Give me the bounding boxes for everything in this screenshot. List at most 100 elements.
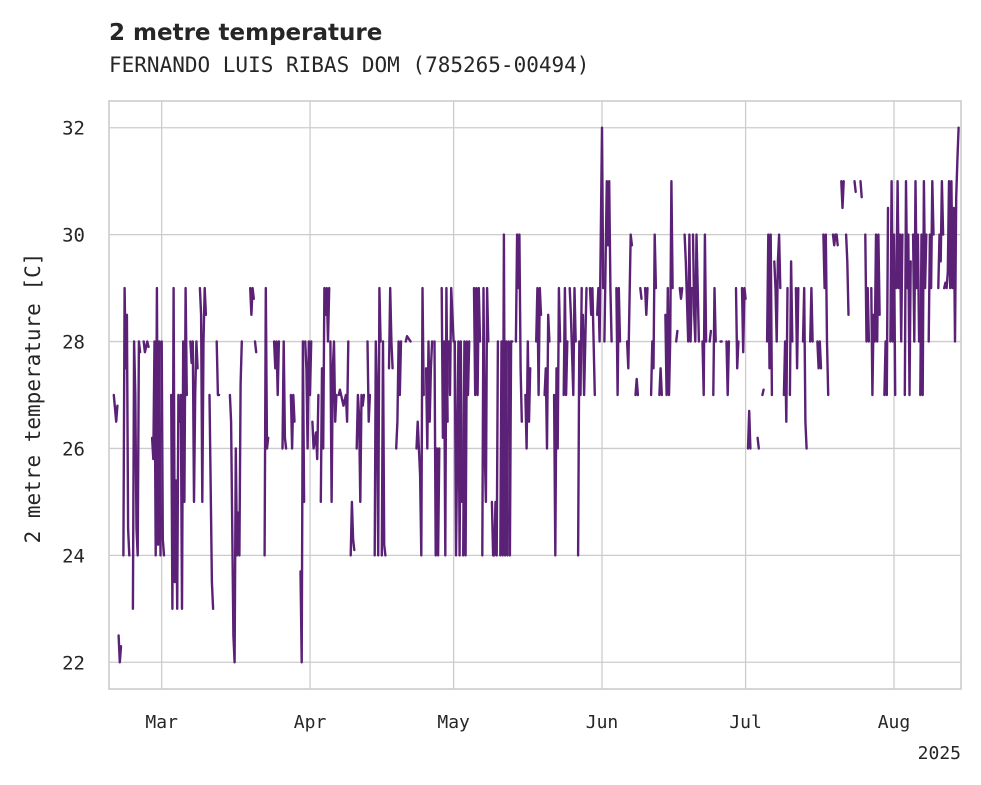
x-tick-jul: Jul (729, 712, 762, 733)
temperature-line-segment-6 (160, 340, 166, 557)
temperature-line-segment-79 (761, 388, 765, 397)
temperature-line-segment-40 (462, 340, 471, 557)
temperature-line-segment-1 (117, 634, 123, 664)
temperature-line-segment-44 (499, 233, 509, 557)
temperature-line-segment-63 (649, 233, 658, 397)
temperature-line-segment-60 (634, 377, 640, 397)
temperature-line-segment-9 (189, 340, 199, 504)
temperature-line-segment-31 (387, 286, 394, 370)
y-axis-label: 2 metre temperature [C] (21, 253, 45, 544)
temperature-line-segment-100 (903, 179, 912, 397)
temperature-line-segment-59 (625, 233, 634, 370)
temperature-line-segment-84 (794, 286, 800, 370)
temperature-line-segment-14 (248, 286, 256, 316)
temperature-line-segment-46 (514, 233, 523, 423)
temperature-line-segment-96 (873, 233, 881, 343)
temperature-line-segment-29 (373, 286, 382, 557)
temperature-line-segment-51 (562, 286, 569, 397)
temperature-line-segment-33 (404, 335, 412, 343)
temperature-line-segment-0 (112, 393, 119, 423)
temperature-line-segment-48 (535, 286, 543, 397)
y-tick-24: 24 (62, 545, 85, 567)
temperature-line-segment-78 (756, 436, 760, 450)
temperature-line-segment-85 (801, 286, 808, 450)
temperature-line-segment-103 (927, 179, 935, 343)
grid-layer (109, 101, 961, 689)
temperature-line-segment-53 (576, 286, 583, 557)
temperature-line-segment-80 (765, 233, 774, 397)
temperature-line-segment-70 (701, 233, 708, 397)
temperature-line-segment-3 (131, 340, 142, 610)
temperature-line-segment-77 (746, 409, 752, 450)
temperature-line-segment-91 (844, 233, 850, 316)
temperature-line-segment-87 (816, 340, 823, 370)
temperature-line-segment-56 (596, 126, 605, 343)
temperature-line-segment-55 (588, 286, 596, 397)
temperature-line-segment-93 (859, 179, 863, 199)
temperature-line-segment-72 (712, 286, 717, 397)
plot-frame (108, 100, 962, 690)
y-tick-22: 22 (62, 652, 85, 674)
temperature-line-segment-101 (911, 179, 921, 343)
temperature-line-segment-58 (615, 286, 622, 397)
temperature-line-segment-49 (543, 313, 551, 450)
temperature-line-segment-62 (643, 286, 649, 316)
temperature-line-segment-35 (424, 340, 434, 450)
x-offset-label: 2025 (918, 743, 961, 764)
temperature-line-segment-82 (782, 286, 789, 423)
chart-subtitle: FERNANDO LUIS RIBAS DOM (785265-00494) (109, 53, 589, 77)
temperature-line-segment-19 (289, 393, 296, 450)
x-tick-mar: Mar (145, 712, 178, 733)
temperature-line-segment-64 (658, 367, 663, 397)
temperature-line-segment-104 (937, 179, 945, 290)
temperature-line-segment-39 (453, 340, 464, 557)
temperature-line-segment-18 (281, 340, 288, 450)
temperature-line-segment-43 (490, 340, 500, 557)
temperature-line-segment-67 (678, 286, 684, 300)
temperature-line-segment-16 (263, 286, 270, 557)
x-tick-apr: Apr (294, 712, 327, 733)
temperature-line-segment-65 (664, 179, 674, 397)
temperature-line-segment-8 (179, 286, 189, 610)
temperature-line-segment-30 (380, 340, 387, 557)
temperature-line-segment-36 (433, 340, 441, 557)
temperature-line-segment-37 (440, 286, 449, 557)
temperature-line-segment-97 (883, 206, 890, 397)
x-tick-jun: Jun (586, 712, 619, 733)
temperature-line-segment-95 (870, 286, 875, 397)
temperature-line-segment-52 (568, 286, 577, 397)
temperature-line-segment-50 (552, 286, 562, 557)
temperature-line-segment-76 (740, 286, 747, 354)
y-tick-28: 28 (62, 332, 85, 354)
temperature-line-segment-57 (603, 179, 613, 343)
line-layer (112, 126, 960, 664)
temperature-line-segment-20 (299, 340, 306, 664)
temperature-line-segment-54 (581, 286, 588, 397)
temperature-line-segment-25 (337, 340, 350, 423)
chart-title: 2 metre temperature (109, 20, 382, 46)
temperature-line-segment-38 (447, 286, 455, 397)
temperature-line-segment-107 (952, 126, 960, 343)
temperature-line-segment-24 (329, 340, 338, 504)
temperature-line-segment-21 (304, 340, 313, 450)
temperature-line-segment-5 (150, 286, 162, 557)
temperature-line-segment-22 (311, 393, 320, 461)
temperature-line-segment-94 (864, 233, 871, 343)
x-tick-labels: Mar Apr May Jun Jul Aug (145, 712, 910, 733)
temperature-line-segment-23 (319, 286, 331, 504)
temperature-line-segment-11 (208, 393, 215, 610)
y-tick-26: 26 (62, 438, 85, 460)
temperature-line-segment-28 (366, 340, 372, 423)
temperature-line-segment-74 (725, 340, 731, 397)
temperature-line-segment-45 (507, 340, 514, 557)
temperature-line-segment-92 (853, 179, 857, 194)
temperature-line-segment-86 (809, 286, 814, 343)
temperature-line-segment-99 (895, 179, 904, 343)
y-tick-32: 32 (62, 118, 85, 140)
temperature-line-segment-68 (683, 233, 693, 343)
temperature-line-segment-32 (395, 340, 403, 450)
temperature-line-segment-71 (708, 329, 713, 343)
temperature-line-segment-89 (831, 233, 839, 247)
temperature-line-segment-106 (945, 179, 954, 290)
